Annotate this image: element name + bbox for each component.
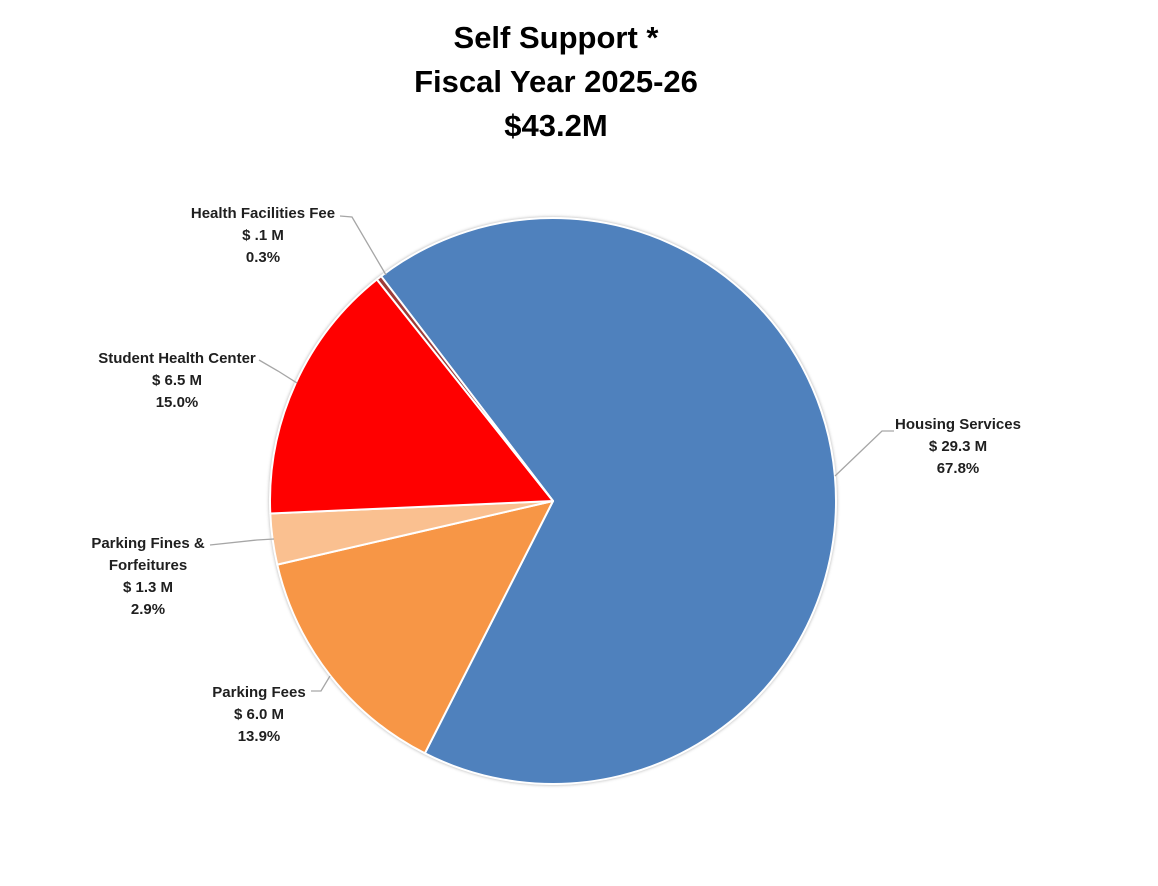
slice-percent: 2.9% [130,601,166,618]
slice-percent: 13.9% [237,728,281,745]
pie-slice-parking-fees [276,500,554,755]
slice-name-line1: Parking Fines & [91,535,205,552]
slice-percent: 67.8% [936,460,980,477]
slice-label-student-health-center: Student Health Center $ 6.5 M 15.0% [57,348,297,414]
pie-slices-group [269,217,837,785]
pie-slice-housing-services [380,217,837,785]
slice-percent: 15.0% [155,394,199,411]
leader-lines-group [209,215,894,692]
slice-name: Health Facilities Fee [190,205,336,222]
slice-amount: $ 6.5 M [151,372,203,389]
slice-amount: $ 1.3 M [122,579,174,596]
slice-amount: $ .1 M [242,227,284,244]
slice-name: Parking Fees [212,684,306,701]
slice-label-parking-fines-forfeitures: Parking Fines & Forfeitures $ 1.3 M 2.9% [73,533,223,621]
slice-amount: $ 29.3 M [928,438,988,455]
chart-title: Self Support * Fiscal Year 2025-26 $43.2… [0,16,1112,148]
leader-line-student-health-center [258,359,298,384]
chart-title-line3: $43.2M [504,108,608,143]
slice-name: Student Health Center [98,350,256,367]
slice-label-health-facilities-fee: Health Facilities Fee $ .1 M 0.3% [143,203,383,269]
slice-label-parking-fees: Parking Fees $ 6.0 M 13.9% [139,682,379,748]
leader-line-parking-fees [311,675,331,692]
slice-label-housing-services: Housing Services $ 29.3 M 67.8% [838,414,1078,480]
chart-title-line1: Self Support * [453,20,659,55]
leader-line-parking-fines [209,538,275,546]
leader-line-housing-services [834,430,894,477]
pie-slice-health-facilities-fee [375,275,554,502]
slice-amount: $ 6.0 M [233,706,285,723]
slice-percent: 0.3% [245,249,281,266]
leader-line-health-facilities-fee [339,215,387,276]
chart-title-line2: Fiscal Year 2025-26 [414,64,698,99]
pie-slice-student-health-center [269,278,554,515]
slice-name: Housing Services [895,416,1021,433]
slice-name-line2: Forfeitures [108,557,188,574]
